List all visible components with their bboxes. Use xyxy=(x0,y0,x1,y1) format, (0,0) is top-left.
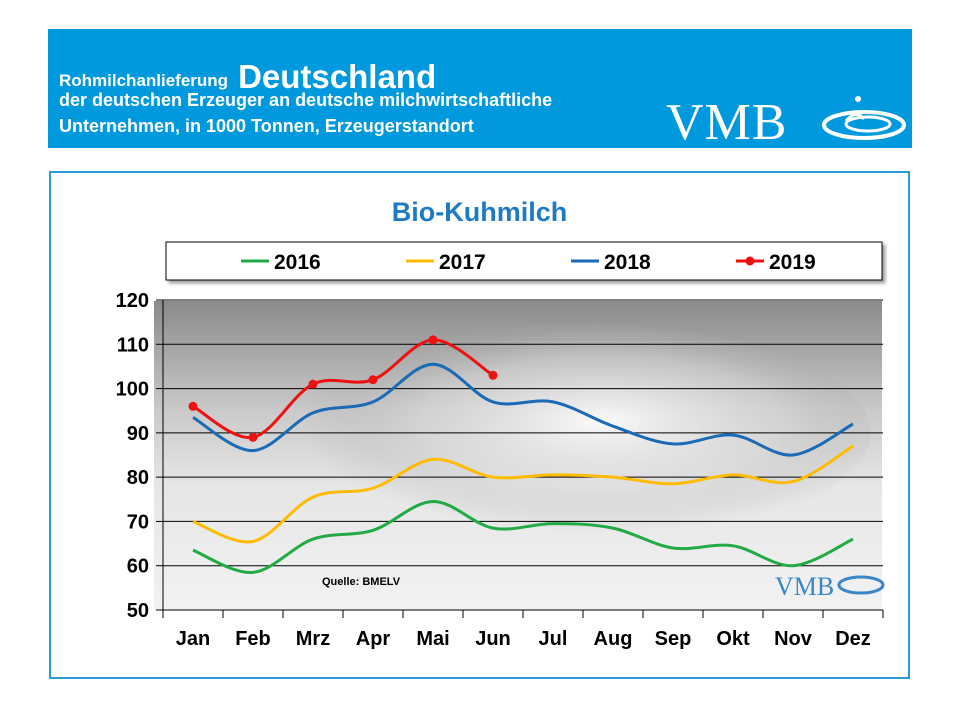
y-tick-label: 50 xyxy=(127,600,149,622)
header-prefix: Rohmilchanlieferung xyxy=(59,71,229,90)
y-tick-label: 120 xyxy=(116,290,149,312)
series-line-2017 xyxy=(192,444,854,544)
watermark-swirl-icon xyxy=(837,575,885,595)
data-point-2019-Jan xyxy=(188,401,198,411)
source-note: Quelle: BMELV xyxy=(322,576,401,588)
chart-title: Bio-Kuhmilch xyxy=(391,197,568,227)
y-tick-label: 60 xyxy=(127,556,149,578)
series-line-2018 xyxy=(192,362,854,457)
header-banner: Rohmilchanlieferung Deutschland der deuts… xyxy=(48,29,912,151)
header-country: Deutschland xyxy=(238,58,437,95)
x-tick-label: Jun xyxy=(475,628,511,650)
legend-label-2019: 2019 xyxy=(769,251,816,274)
series-line-2019 xyxy=(192,338,494,439)
x-tick-label: Jul xyxy=(539,628,568,650)
line-chart: 2016 2017 2018 2019 50 60 70 80 90 100 110 120 Jan… xyxy=(116,241,885,650)
y-tick-label: 100 xyxy=(116,379,149,401)
data-point-2019-Mai xyxy=(428,335,438,345)
gridlines xyxy=(163,299,883,567)
y-tick-label: 80 xyxy=(127,467,149,489)
header-line-1: Rohmilchanlieferung Deutschland xyxy=(59,56,437,95)
legend: 2016 2017 2018 2019 xyxy=(241,251,816,274)
chart-panel: Bio-Kuhmilch 2016 2017 2018 2019 xyxy=(49,171,910,679)
header-line-3: Unternehmen, in 1000 Tonnen, Erzeugersta… xyxy=(59,116,474,136)
x-tick-label: Apr xyxy=(356,628,391,650)
y-tick-label: 90 xyxy=(127,423,149,445)
axes xyxy=(156,299,884,618)
x-tick-label: Mrz xyxy=(296,628,330,650)
y-tick-label: 70 xyxy=(127,511,149,533)
x-tick-label: Aug xyxy=(594,628,633,650)
series-group xyxy=(188,335,854,574)
x-tick-label: Feb xyxy=(235,628,271,650)
y-tick-labels: 50 60 70 80 90 100 110 120 xyxy=(116,290,149,622)
x-tick-label: Nov xyxy=(774,628,813,650)
y-tick-label: 110 xyxy=(117,334,149,356)
legend-label-2018: 2018 xyxy=(604,251,651,274)
legend-label-2016: 2016 xyxy=(274,251,321,274)
x-tick-label: Okt xyxy=(716,628,750,650)
legend-marker-2019 xyxy=(745,256,755,266)
vmb-logo-text: VMB xyxy=(666,94,788,151)
header-line-2: der deutschen Erzeuger an deutsche milch… xyxy=(59,90,553,110)
data-point-2019-Apr xyxy=(368,375,378,385)
legend-label-2017: 2017 xyxy=(439,251,486,274)
x-tick-label: Jan xyxy=(176,628,210,650)
data-point-2019-Mrz xyxy=(308,379,318,389)
data-point-2019-Jun xyxy=(488,370,498,380)
data-point-2019-Feb xyxy=(248,432,258,442)
watermark-logo: VMB xyxy=(775,572,834,601)
x-tick-label: Mai xyxy=(416,628,449,650)
series-line-2016 xyxy=(192,499,854,574)
x-tick-label: Sep xyxy=(655,628,692,650)
x-tick-labels: Jan Feb Mrz Apr Mai Jun Jul Aug Sep Okt Nov Dez xyxy=(176,628,871,650)
vmb-swirl-icon xyxy=(822,96,906,140)
x-tick-label: Dez xyxy=(835,628,871,650)
